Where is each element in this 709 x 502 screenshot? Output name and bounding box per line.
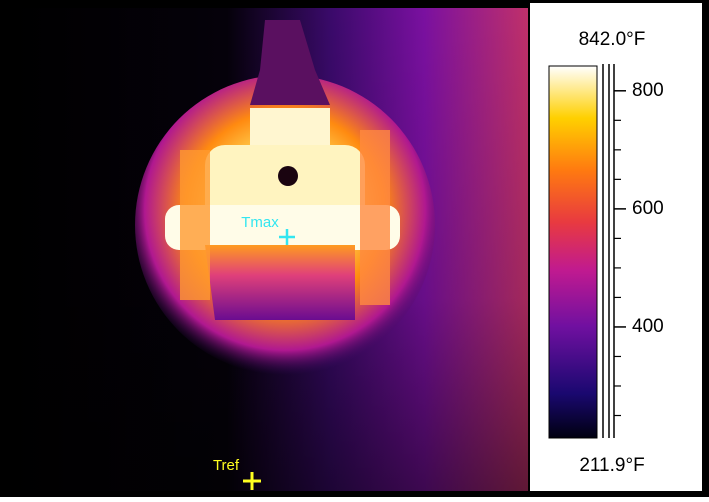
colorbar: [548, 65, 598, 439]
colorbar-ticks: 400 600 800: [614, 80, 664, 417]
tick-label: 600: [632, 198, 664, 219]
thermal-picture: [9, 8, 528, 491]
marker-cross: [243, 472, 261, 490]
tick-label: 400: [632, 316, 664, 337]
marker-label: Tmax: [241, 214, 279, 231]
marker-cross: [279, 229, 295, 245]
marker-label: Tref: [213, 457, 240, 474]
min-label: 211.9°F: [579, 455, 644, 476]
tick-label: 800: [632, 80, 664, 101]
max-label: 842.0°F: [579, 29, 646, 50]
